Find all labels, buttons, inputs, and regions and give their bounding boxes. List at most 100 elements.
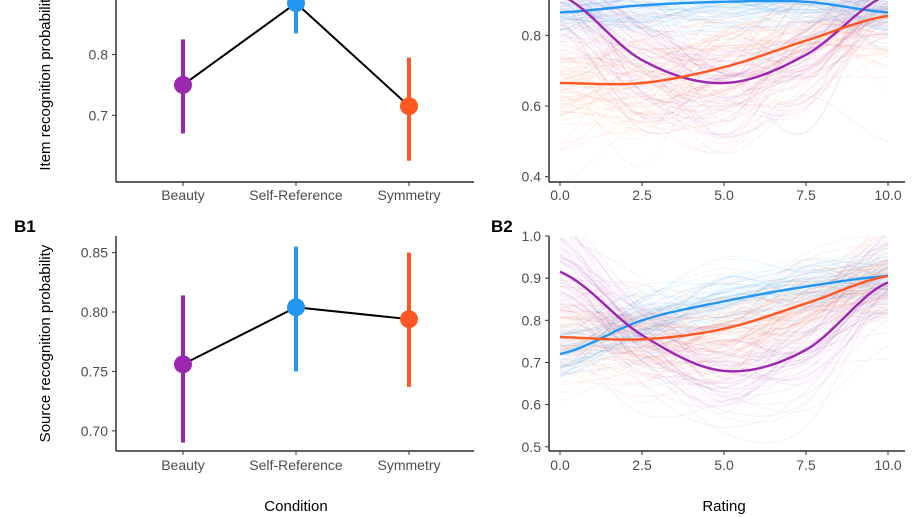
posterior-draw-line [559, 9, 889, 139]
posterior-draw-line [559, 248, 889, 297]
posterior-draw-line [559, 281, 889, 358]
posterior-draw-line [559, 18, 889, 117]
posterior-draw-line [559, 0, 684, 17]
posterior-draw-line [584, 0, 889, 28]
posterior-draw-line [559, 273, 889, 341]
posterior-draw-line [559, 0, 864, 80]
posterior-draw-line [559, 267, 889, 329]
posterior-draw-line [559, 287, 889, 377]
posterior-draw-line [559, 33, 889, 107]
posterior-draw-line [578, 0, 889, 57]
posterior-draw-line [559, 20, 889, 63]
posterior-draw-line [559, 42, 889, 127]
posterior-draw-line [559, 283, 889, 354]
posterior-draw-line [559, 0, 889, 29]
posterior-draw-line [559, 0, 870, 79]
posterior-draw-line [559, 256, 889, 327]
posterior-draw-line [629, 0, 820, 80]
posterior-draw-line [559, 73, 888, 116]
posterior-draw-line [559, 262, 889, 319]
x-tick-label: 0.0 [550, 457, 570, 473]
posterior-draw-line [559, 263, 889, 375]
posterior-draw-line [559, 236, 888, 347]
posterior-draw-line [559, 261, 889, 355]
posterior-draw-line [559, 19, 889, 135]
posterior-draw-line [559, 257, 889, 361]
posterior-draw-line [559, 273, 889, 388]
posterior-draw-line [559, 285, 889, 369]
posterior-draw-line [559, 0, 869, 91]
posterior-draw-line [559, 277, 889, 357]
posterior-draw-line [559, 259, 889, 355]
posterior-draw-line [559, 268, 889, 348]
posterior-draw-line [559, 0, 846, 119]
y-axis-title: Source recognition probability [37, 244, 54, 442]
posterior-draw-line [559, 0, 889, 20]
posterior-draw-line [559, 269, 889, 354]
posterior-draw-line [568, 236, 889, 347]
posterior-draw-line [559, 0, 889, 23]
posterior-draw-line [559, 15, 889, 31]
x-tick-label: 10.0 [874, 187, 901, 203]
posterior-draw-line [559, 0, 857, 106]
panel-a1: 0.7 0.8 Beauty Self-Reference Symmetry Item r… [37, 0, 474, 203]
posterior-draw-line [559, 291, 889, 408]
posterior-draw-line [582, 0, 889, 20]
posterior-draw-line [561, 0, 889, 107]
x-tick-label: 0.0 [550, 187, 570, 203]
posterior-draw-line [588, 0, 843, 120]
posterior-draw-line [576, 0, 885, 14]
posterior-draw-line [559, 0, 889, 24]
posterior-draw-line [559, 0, 793, 80]
panel-b1: 0.70 0.75 0.80 0.85 Beauty Self-Reference Symm… [14, 217, 474, 473]
posterior-draw-line [559, 279, 889, 352]
mean-line-beauty [559, 270, 889, 373]
y-tick-label: 0.80 [81, 304, 108, 320]
posterior-draw-line [559, 24, 889, 167]
posterior-draw-line [559, 255, 889, 368]
posterior-draw-line [559, 252, 889, 337]
posterior-draws-self-reference [559, 239, 889, 402]
posterior-draw-line [560, 243, 889, 319]
posterior-draw-line [559, 236, 884, 329]
posterior-draw-line [559, 0, 889, 34]
posterior-draw-line [559, 250, 889, 393]
posterior-draw-line [559, 42, 889, 64]
posterior-draw-line [614, 0, 864, 52]
posterior-draw-line [559, 259, 889, 328]
posterior-draw-line [559, 41, 889, 145]
posterior-draw-line [559, 261, 889, 365]
posterior-draw-line [559, 8, 889, 123]
point-beauty [174, 355, 192, 374]
posterior-draw-line [559, 261, 889, 365]
posterior-draw-line [559, 277, 889, 338]
posterior-draw-line [559, 0, 817, 83]
posterior-draw-line [559, 0, 888, 31]
posterior-draw-line [559, 20, 889, 79]
posterior-draw-line [559, 248, 889, 367]
posterior-draw-line [559, 23, 889, 124]
posterior-draw-line [559, 24, 889, 119]
posterior-draw-line [559, 253, 889, 347]
posterior-draw-line [559, 283, 889, 408]
posterior-draw-line [559, 11, 889, 36]
posterior-draw-line [559, 294, 889, 353]
posterior-draw-line [559, 283, 889, 355]
posterior-draw-line [559, 269, 889, 365]
posterior-draw-line [559, 4, 889, 118]
posterior-draw-line [559, 5, 889, 104]
posterior-draw-line [561, 32, 889, 182]
posterior-draw-line [560, 23, 889, 99]
posterior-draw-line [559, 0, 848, 14]
posterior-draw-line [559, 0, 877, 141]
posterior-draw-line [559, 242, 889, 329]
x-tick-label: 5.0 [714, 187, 734, 203]
posterior-draw-line [600, 0, 778, 66]
posterior-draw-line [577, 0, 832, 84]
posterior-draw-line [559, 260, 889, 367]
posterior-draw-line [559, 331, 889, 418]
posterior-draw-line [615, 0, 851, 77]
x-tick-label: 7.5 [796, 187, 816, 203]
posterior-draw-line [587, 0, 781, 123]
